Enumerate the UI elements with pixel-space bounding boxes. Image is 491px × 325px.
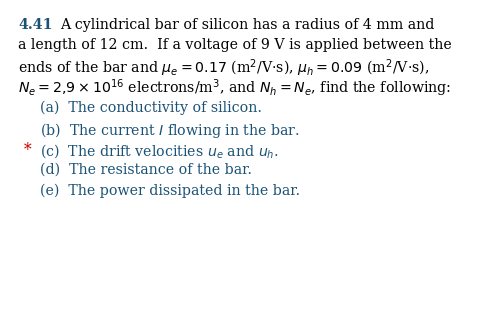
Text: A cylindrical bar of silicon has a radius of 4 mm and: A cylindrical bar of silicon has a radiu… [60,18,435,32]
Text: (b)  The current $I$ flowing in the bar.: (b) The current $I$ flowing in the bar. [40,121,300,140]
Text: (a)  The conductivity of silicon.: (a) The conductivity of silicon. [40,100,262,115]
Text: $N_e = 2{,}9 \times 10^{16}$ electrons/m$^3$, and $N_h = N_e$, find the followin: $N_e = 2{,}9 \times 10^{16}$ electrons/m… [18,77,451,99]
Text: (c)  The drift velocities $u_e$ and $u_h$.: (c) The drift velocities $u_e$ and $u_h$… [40,142,279,160]
Text: *: * [24,142,31,159]
Text: 4.41: 4.41 [18,18,53,32]
Text: (d)  The resistance of the bar.: (d) The resistance of the bar. [40,163,252,177]
Text: (e)  The power dissipated in the bar.: (e) The power dissipated in the bar. [40,184,300,198]
Text: ends of the bar and $\mu_e = 0.17$ (m$^2$/V$\cdot$s), $\mu_h = 0.09$ (m$^2$/V$\c: ends of the bar and $\mu_e = 0.17$ (m$^2… [18,58,430,79]
Text: a length of 12 cm.  If a voltage of 9 V is applied between the: a length of 12 cm. If a voltage of 9 V i… [18,38,452,52]
